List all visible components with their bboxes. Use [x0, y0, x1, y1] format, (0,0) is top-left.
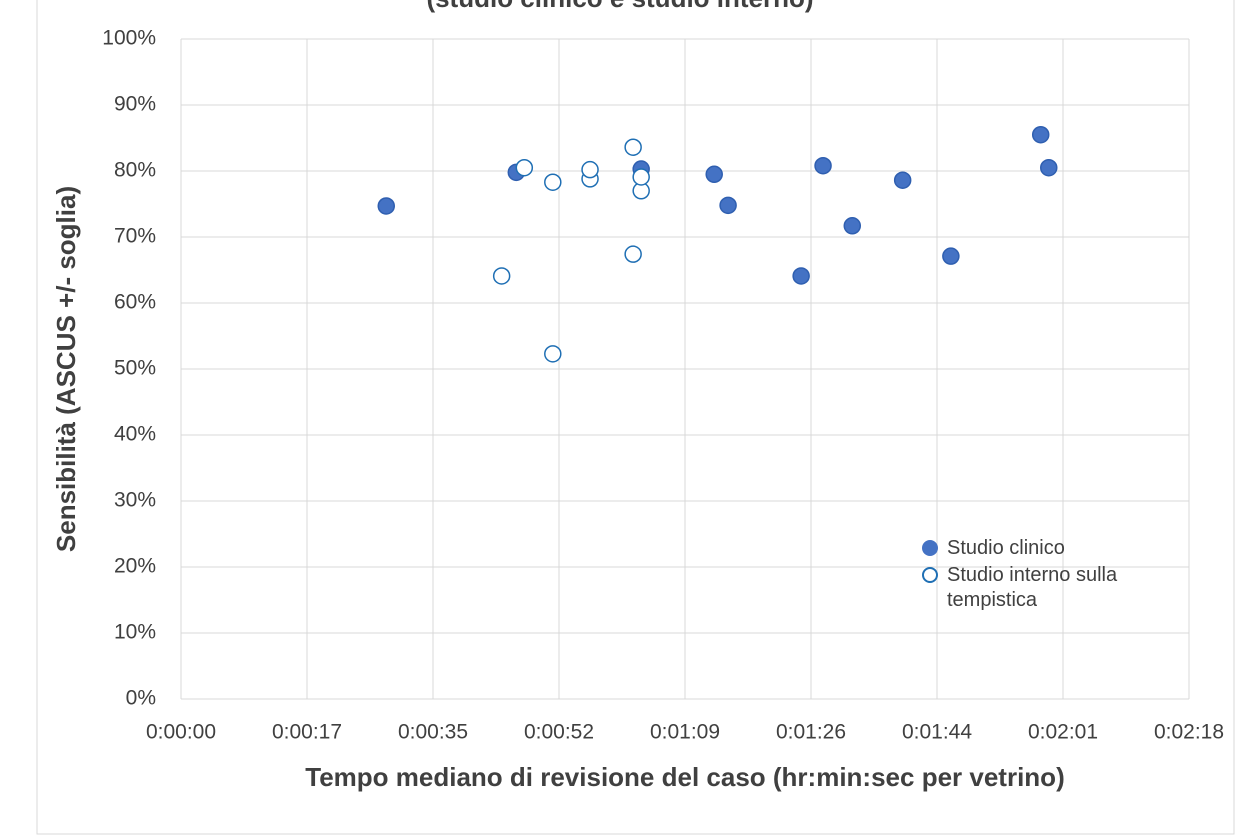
y-tick-label: 70% [114, 225, 156, 248]
point [893, 171, 912, 189]
x-tick-label: 0:00:00 [146, 721, 216, 744]
point [814, 156, 832, 175]
legend-swatch [922, 540, 938, 556]
y-tick-label: 60% [114, 291, 156, 314]
point [719, 196, 737, 215]
point [377, 197, 396, 215]
y-tick-label: 10% [114, 621, 156, 644]
point [843, 217, 862, 235]
y-tick-label: 100% [102, 27, 156, 50]
y-axis-label: Sensibilità (ASCUS +/- soglia) [51, 186, 81, 552]
point [492, 267, 511, 285]
point [544, 173, 562, 191]
point [581, 160, 599, 179]
point [1040, 158, 1058, 177]
legend-label: Studio clinico [947, 537, 1065, 559]
point [705, 165, 723, 184]
y-tick-label: 40% [114, 423, 156, 446]
y-tick-label: 80% [114, 159, 156, 182]
point [544, 345, 562, 363]
legend-swatch [922, 567, 938, 583]
x-tick-label: 0:02:18 [1154, 721, 1224, 744]
point [942, 247, 960, 265]
y-tick-label: 0% [126, 687, 156, 710]
chart-frame [36, 0, 1235, 835]
y-tick-label: 20% [114, 555, 156, 578]
point [624, 245, 642, 263]
x-axis-label: Tempo mediano di revisione del caso (hr:… [305, 762, 1064, 792]
point [515, 158, 534, 177]
point [624, 138, 642, 156]
x-tick-label: 0:01:44 [902, 721, 972, 744]
legend-entry: Studio clinico [922, 536, 1122, 561]
x-tick-label: 0:01:26 [776, 721, 846, 744]
legend: Studio clinico Studio interno sulla tempi… [922, 536, 1122, 615]
point [792, 267, 810, 285]
y-tick-label: 90% [114, 93, 156, 116]
x-tick-label: 0:00:35 [398, 721, 468, 744]
legend-label: Studio interno sulla tempistica [947, 564, 1118, 611]
point [1031, 125, 1050, 144]
x-tick-label: 0:01:09 [650, 721, 720, 744]
legend-entry: Studio interno sulla tempistica [922, 563, 1122, 613]
x-tick-label: 0:00:17 [272, 721, 342, 744]
x-tick-label: 0:00:52 [524, 721, 594, 744]
chart-title: (studio clinico e studio interno) [426, 0, 813, 13]
x-tick-label: 0:02:01 [1028, 721, 1098, 744]
y-tick-label: 30% [114, 489, 156, 512]
y-tick-label: 50% [114, 357, 156, 380]
point [632, 168, 650, 186]
